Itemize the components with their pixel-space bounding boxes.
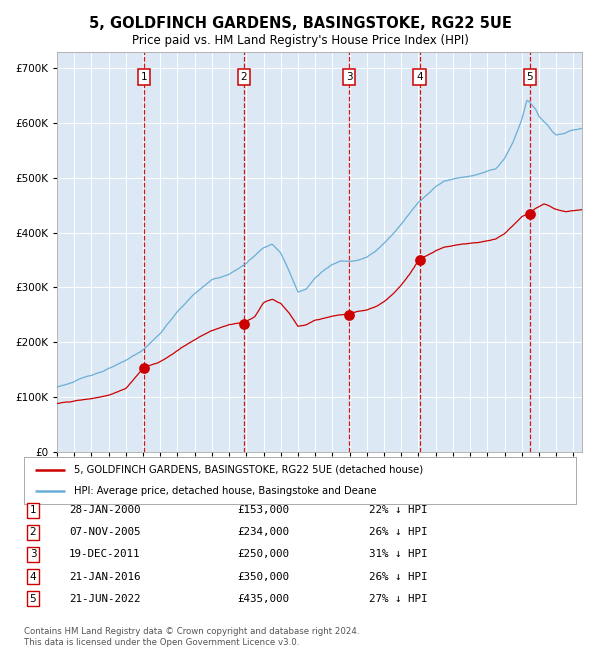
Text: 07-NOV-2005: 07-NOV-2005 (69, 527, 140, 538)
Point (525, 209, 535, 219)
Text: Contains HM Land Registry data © Crown copyright and database right 2024.
This d: Contains HM Land Registry data © Crown c… (24, 627, 359, 647)
Text: 22% ↓ HPI: 22% ↓ HPI (369, 505, 427, 515)
Text: 1: 1 (141, 72, 148, 82)
Text: 5, GOLDFINCH GARDENS, BASINGSTOKE, RG22 5UE: 5, GOLDFINCH GARDENS, BASINGSTOKE, RG22 … (89, 16, 511, 31)
Text: 3: 3 (29, 549, 37, 560)
Text: 5: 5 (527, 72, 533, 82)
Text: £350,000: £350,000 (237, 571, 289, 582)
Text: 1: 1 (29, 505, 37, 515)
Text: 2: 2 (29, 527, 37, 538)
Text: 26% ↓ HPI: 26% ↓ HPI (369, 571, 427, 582)
Text: £250,000: £250,000 (237, 549, 289, 560)
Text: 5: 5 (29, 593, 37, 604)
Text: 19-DEC-2011: 19-DEC-2011 (69, 549, 140, 560)
Text: £435,000: £435,000 (237, 593, 289, 604)
Text: 3: 3 (346, 72, 352, 82)
Text: 21-JUN-2022: 21-JUN-2022 (69, 593, 140, 604)
Text: 4: 4 (29, 571, 37, 582)
Text: 31% ↓ HPI: 31% ↓ HPI (369, 549, 427, 560)
Text: 4: 4 (416, 72, 423, 82)
Point (415, 255, 424, 265)
Text: 2: 2 (241, 72, 247, 82)
Text: £153,000: £153,000 (237, 505, 289, 515)
Text: 26% ↓ HPI: 26% ↓ HPI (369, 527, 427, 538)
Text: HPI: Average price, detached house, Basingstoke and Deane: HPI: Average price, detached house, Basi… (74, 486, 376, 496)
Text: 5, GOLDFINCH GARDENS, BASINGSTOKE, RG22 5UE (detached house): 5, GOLDFINCH GARDENS, BASINGSTOKE, RG22 … (74, 465, 423, 474)
Text: 28-JAN-2000: 28-JAN-2000 (69, 505, 140, 515)
Text: £234,000: £234,000 (237, 527, 289, 538)
Text: 21-JAN-2016: 21-JAN-2016 (69, 571, 140, 582)
Point (139, 363, 149, 373)
Point (344, 309, 354, 320)
Point (239, 318, 248, 329)
Text: Price paid vs. HM Land Registry's House Price Index (HPI): Price paid vs. HM Land Registry's House … (131, 34, 469, 47)
Text: 27% ↓ HPI: 27% ↓ HPI (369, 593, 427, 604)
